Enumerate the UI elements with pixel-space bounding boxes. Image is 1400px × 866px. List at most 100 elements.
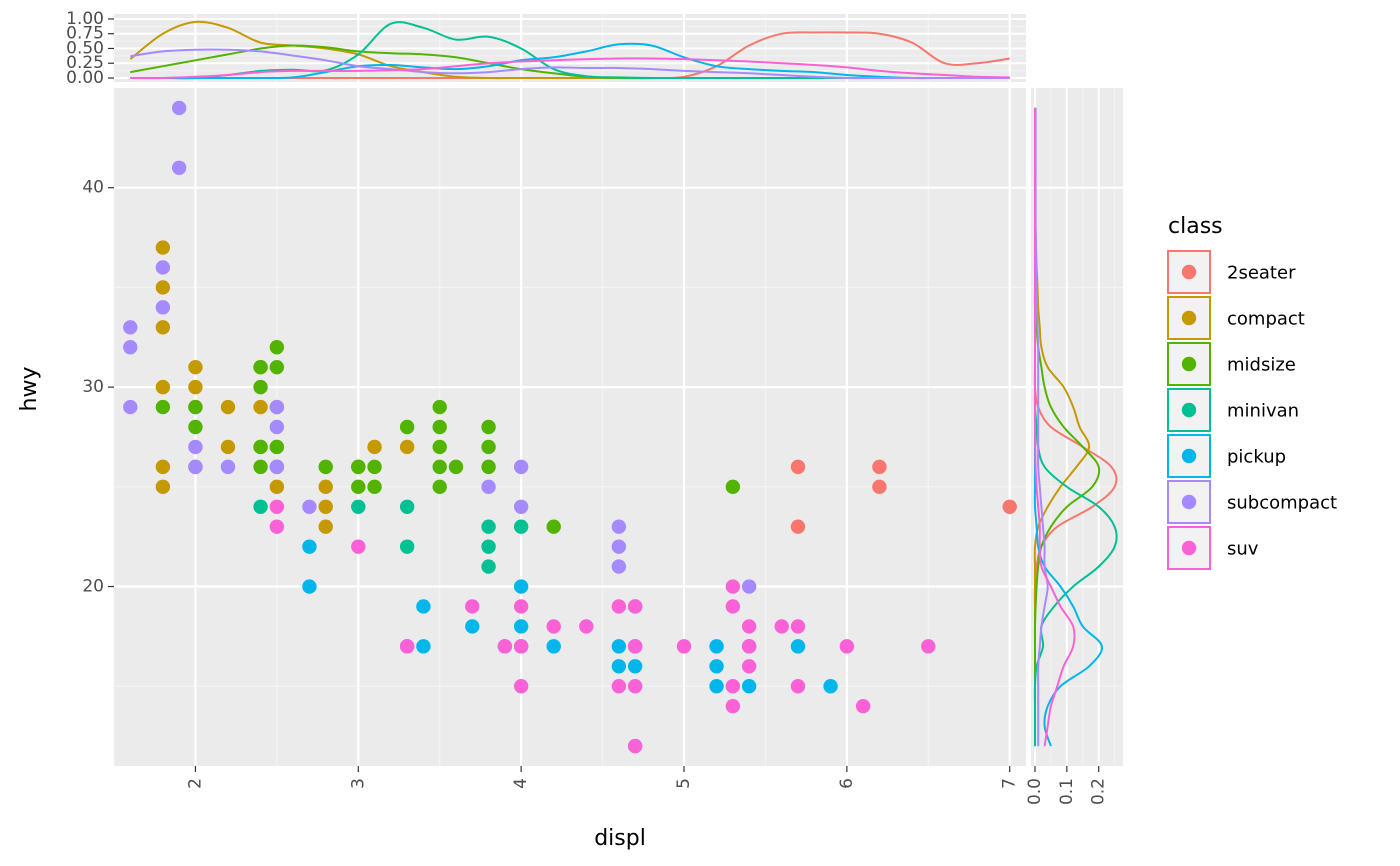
point-compact — [367, 439, 382, 455]
point-subcompact — [123, 320, 138, 335]
point-compact — [220, 399, 236, 415]
point-subcompact — [513, 459, 529, 475]
x-tick-label: 6 — [837, 778, 857, 789]
point-suv — [399, 639, 415, 654]
point-pickup — [513, 579, 529, 594]
legend-swatch — [1181, 448, 1197, 464]
right-x-tick-label: 0.0 — [1025, 778, 1045, 805]
point-midsize — [546, 519, 561, 534]
point-pickup — [416, 639, 431, 654]
point-suv — [611, 599, 627, 614]
point-compact — [155, 320, 171, 335]
top-density-curves — [129, 20, 1010, 80]
point-suv — [627, 738, 643, 754]
point-midsize — [367, 479, 382, 495]
point-suv — [741, 659, 757, 674]
point-suv — [725, 679, 741, 694]
legend-label: 2seater — [1227, 263, 1296, 284]
point-pickup — [627, 659, 643, 674]
point-suv — [741, 619, 757, 634]
point-suv — [676, 639, 692, 654]
point-subcompact — [611, 519, 627, 534]
legend-swatch — [1181, 540, 1197, 556]
point-suv — [579, 619, 594, 634]
point-midsize — [253, 459, 268, 475]
legend-label: suv — [1227, 539, 1259, 560]
point-subcompact — [155, 260, 171, 275]
point-midsize — [253, 439, 268, 455]
point-suv — [790, 619, 806, 634]
point-midsize — [432, 439, 447, 455]
top-y-tick-label: 0.50 — [66, 38, 104, 58]
point-suv — [790, 679, 806, 694]
point-subcompact — [220, 459, 236, 475]
point-subcompact — [188, 439, 203, 455]
point-midsize — [253, 359, 268, 375]
point-pickup — [709, 679, 724, 694]
point-compact — [155, 280, 171, 295]
point-2seater — [790, 459, 806, 475]
point-minivan — [399, 499, 415, 514]
point-pickup — [741, 679, 757, 694]
right-density-panel — [1031, 88, 1123, 766]
point-suv — [513, 599, 529, 614]
point-midsize — [351, 459, 366, 475]
point-pickup — [546, 639, 561, 654]
point-suv — [513, 639, 529, 654]
x-tick-label: 7 — [1000, 778, 1020, 789]
point-midsize — [432, 399, 447, 415]
point-midsize — [481, 459, 496, 475]
y-tick-label: 40 — [82, 178, 104, 198]
top-y-tick-label: 0.00 — [66, 68, 104, 88]
point-suv — [611, 679, 627, 694]
point-minivan — [399, 539, 415, 554]
point-minivan — [481, 519, 496, 534]
point-suv — [351, 539, 366, 554]
point-minivan — [351, 499, 366, 514]
point-suv — [497, 639, 513, 654]
point-subcompact — [611, 539, 627, 554]
legend-swatch — [1181, 356, 1197, 372]
point-compact — [318, 519, 333, 534]
legend-item-2seater: 2seater — [1167, 250, 1296, 294]
point-suv — [465, 599, 480, 614]
legend-swatch — [1181, 402, 1197, 418]
point-subcompact — [741, 579, 757, 594]
point-midsize — [188, 399, 203, 415]
right-x-tick-label: 0.1 — [1057, 778, 1077, 805]
scatter-points — [123, 100, 1017, 754]
point-suv — [725, 599, 741, 614]
legend: class 2seater compact midsize minivan pickup… — [1167, 214, 1337, 570]
point-subcompact — [481, 479, 496, 495]
y-tick-label: 30 — [82, 377, 104, 397]
point-midsize — [367, 459, 382, 475]
point-compact — [269, 479, 285, 495]
point-subcompact — [188, 459, 203, 475]
point-midsize — [725, 479, 741, 495]
legend-label: subcompact — [1227, 493, 1337, 514]
point-compact — [399, 439, 415, 455]
top-y-tick-label: 0.25 — [66, 53, 104, 73]
legend-item-subcompact: subcompact — [1167, 480, 1337, 524]
point-midsize — [448, 459, 464, 475]
legend-label: compact — [1227, 309, 1305, 330]
point-2seater — [872, 479, 887, 495]
point-subcompact — [269, 419, 285, 435]
point-compact — [155, 379, 171, 395]
point-midsize — [432, 459, 447, 475]
point-pickup — [790, 639, 806, 654]
x-tick-label: 4 — [511, 778, 531, 789]
point-subcompact — [171, 100, 187, 116]
top-density-pickup — [130, 42, 1010, 80]
point-midsize — [399, 419, 415, 435]
point-suv — [855, 698, 871, 714]
legend-swatch — [1181, 310, 1197, 326]
point-pickup — [823, 679, 838, 694]
point-suv — [627, 639, 643, 654]
point-midsize — [481, 439, 496, 455]
point-pickup — [709, 659, 724, 674]
point-midsize — [155, 399, 171, 415]
point-midsize — [269, 439, 285, 455]
point-compact — [155, 479, 171, 495]
